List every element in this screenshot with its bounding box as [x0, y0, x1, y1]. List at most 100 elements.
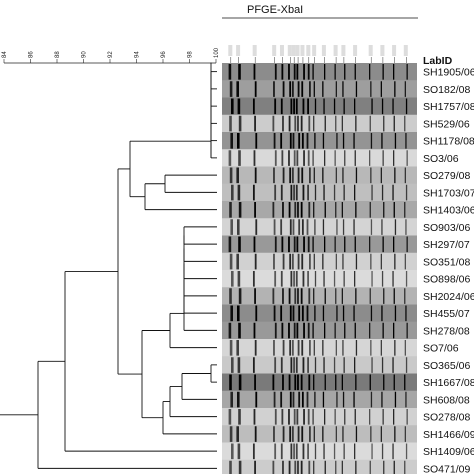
- gel-band: [301, 167, 304, 184]
- gel-band: [394, 167, 396, 184]
- gel-band: [404, 253, 406, 270]
- gel-band: [314, 98, 317, 115]
- gel-band: [354, 271, 356, 287]
- gel-band: [354, 322, 356, 339]
- gel-band: [282, 340, 285, 356]
- gel-band: [404, 460, 406, 474]
- gel-band: [282, 81, 285, 97]
- gel-band: [333, 184, 336, 201]
- gel-band: [289, 219, 292, 235]
- gel-band: [381, 184, 384, 201]
- gel-band: [381, 443, 384, 460]
- gel-band: [322, 305, 325, 322]
- gel-band: [290, 357, 293, 373]
- gel-band: [308, 288, 311, 304]
- gel-band: [293, 184, 295, 201]
- gel-band: [290, 443, 293, 460]
- gel-band: [380, 340, 382, 356]
- gel-band: [342, 426, 344, 442]
- gel-band: [238, 64, 241, 80]
- gel-band: [253, 64, 256, 80]
- gel-band: [341, 374, 343, 391]
- gel-band: [238, 322, 241, 339]
- gel-band: [307, 236, 310, 253]
- scale-tick-label: 86: [29, 51, 35, 58]
- gel-band: [355, 426, 358, 442]
- gel-band: [334, 236, 336, 253]
- gel-band: [370, 305, 373, 322]
- gel-band: [303, 64, 305, 80]
- gel-lane: [222, 218, 417, 236]
- gel-band: [288, 236, 290, 253]
- gel-band: [228, 150, 232, 166]
- gel-band: [230, 219, 233, 235]
- gel-band: [334, 409, 336, 425]
- gel-band: [335, 167, 337, 184]
- marker-band-label-mark: [392, 45, 397, 56]
- gel-band: [253, 150, 256, 166]
- gel-band: [309, 253, 311, 270]
- gel-band: [354, 236, 356, 253]
- gel-band: [392, 184, 394, 201]
- gel-band: [393, 409, 395, 425]
- gel-band: [383, 460, 385, 474]
- gel-band: [392, 271, 394, 287]
- gel-band: [394, 253, 396, 270]
- gel-band: [272, 202, 275, 218]
- gel-band: [237, 305, 240, 322]
- gel-band: [383, 288, 385, 304]
- gel-band: [353, 305, 355, 322]
- gel-band: [229, 426, 233, 442]
- gel-band: [289, 81, 292, 97]
- gel-band: [324, 202, 326, 218]
- gel-band: [297, 202, 299, 218]
- gel-band: [342, 81, 344, 97]
- strain-label: SO278/08: [423, 412, 470, 424]
- gel-band: [309, 340, 311, 356]
- gel-band: [369, 460, 371, 474]
- marker-band-label-mark: [228, 45, 233, 56]
- gel-band: [298, 305, 301, 322]
- gel-band: [280, 219, 283, 235]
- gel-band: [380, 167, 382, 184]
- gel-band: [281, 64, 284, 80]
- gel-band: [406, 150, 408, 166]
- marker-band-label-mark: [341, 45, 346, 56]
- gel-band: [302, 443, 305, 460]
- gel-band: [322, 133, 325, 149]
- strain-label: SO903/06: [423, 222, 470, 234]
- strain-label: SH297/07: [423, 239, 470, 251]
- gel-band: [354, 357, 356, 373]
- gel-band: [231, 98, 234, 115]
- gel-band: [392, 98, 394, 115]
- gel-band: [324, 374, 326, 391]
- gel-band: [238, 150, 241, 166]
- gel-band: [355, 374, 357, 391]
- gel-band: [229, 460, 232, 474]
- gel-band: [322, 391, 325, 408]
- gel-band: [404, 81, 406, 97]
- gel-band: [392, 357, 394, 373]
- gel-band: [238, 460, 242, 474]
- gel-band: [307, 322, 310, 339]
- gel-band: [253, 322, 256, 339]
- gel-band: [393, 64, 395, 80]
- gel-band: [289, 391, 292, 408]
- gel-band: [393, 202, 395, 218]
- strain-label-column: SH1905/06 SO182/08 SH1757/08 SH529/06 SH1178…: [423, 67, 474, 474]
- gel-band: [292, 391, 295, 408]
- scale-tick-label: 90: [82, 51, 88, 58]
- gel-band: [314, 133, 316, 149]
- gel-band: [293, 271, 295, 287]
- gel-band: [355, 81, 358, 97]
- gel-band: [322, 253, 324, 270]
- gel-band: [280, 391, 283, 408]
- gel-band: [324, 115, 326, 132]
- gel-band: [354, 98, 356, 115]
- gel-band: [313, 426, 315, 442]
- scale-tick-label: 88: [55, 51, 61, 58]
- strain-label: SH1667/08: [423, 377, 474, 389]
- gel-band: [280, 133, 283, 149]
- gel-band: [324, 236, 326, 253]
- gel-band: [381, 357, 384, 373]
